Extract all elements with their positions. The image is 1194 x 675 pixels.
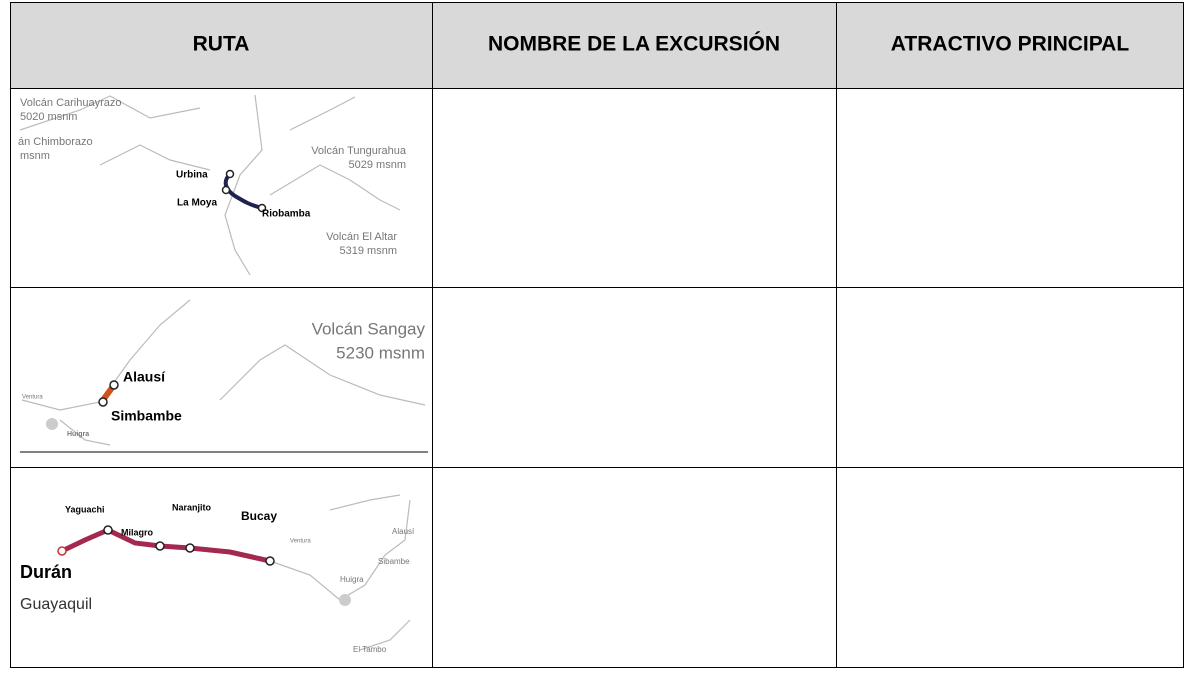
map-label: Simbambe xyxy=(111,408,182,424)
map-label: Volcán Sangay xyxy=(312,319,426,338)
map-label: 5319 msnm xyxy=(340,245,397,257)
map-label: án Chimborazo xyxy=(18,136,93,148)
route xyxy=(223,172,263,210)
map-label: Guayaquil xyxy=(20,596,92,613)
route xyxy=(60,527,271,564)
map-label: Ventura xyxy=(22,395,43,401)
header: RUTA NOMBRE DE LA EXCURSIÓN ATRACTIVO PR… xyxy=(193,32,1130,56)
map-label: msnm xyxy=(20,150,50,162)
map-label: Durán xyxy=(20,562,72,582)
header-background xyxy=(10,2,1183,88)
map-label: Huigra xyxy=(67,431,89,438)
header-cell: RUTA xyxy=(193,33,250,56)
map-label: 5020 msnm xyxy=(20,111,77,123)
stations xyxy=(46,169,351,606)
map-label: Yaguachi xyxy=(65,504,105,514)
map-label: Naranjito xyxy=(172,502,212,512)
map-label: Urbina xyxy=(176,170,208,181)
header-cell: ATRACTIVO PRINCIPAL xyxy=(891,33,1130,56)
map-label: Alausí xyxy=(123,369,166,385)
map-label: Milagro xyxy=(121,527,154,537)
map-label: Volcán El Altar xyxy=(326,231,397,243)
map-sketch xyxy=(19,94,426,651)
map-label: 5029 msnm xyxy=(349,159,406,171)
map-label: Huigra xyxy=(340,575,364,584)
map-label: Ventura xyxy=(290,539,311,545)
map-label: Bucay xyxy=(241,509,277,523)
map-label: 5230 msnm xyxy=(336,343,425,362)
map-label: Alausí xyxy=(392,527,415,536)
map-label: El Tambo xyxy=(353,645,387,654)
map-label: Riobamba xyxy=(262,209,311,220)
grid xyxy=(10,2,1184,668)
map-label: Volcán Tungurahua xyxy=(311,145,407,157)
header-cell: NOMBRE DE LA EXCURSIÓN xyxy=(488,32,780,56)
map-label: La Moya xyxy=(177,198,217,209)
map-label: Volcán Carihuayrazo xyxy=(20,97,122,109)
map-label: Sibambe xyxy=(378,557,410,566)
